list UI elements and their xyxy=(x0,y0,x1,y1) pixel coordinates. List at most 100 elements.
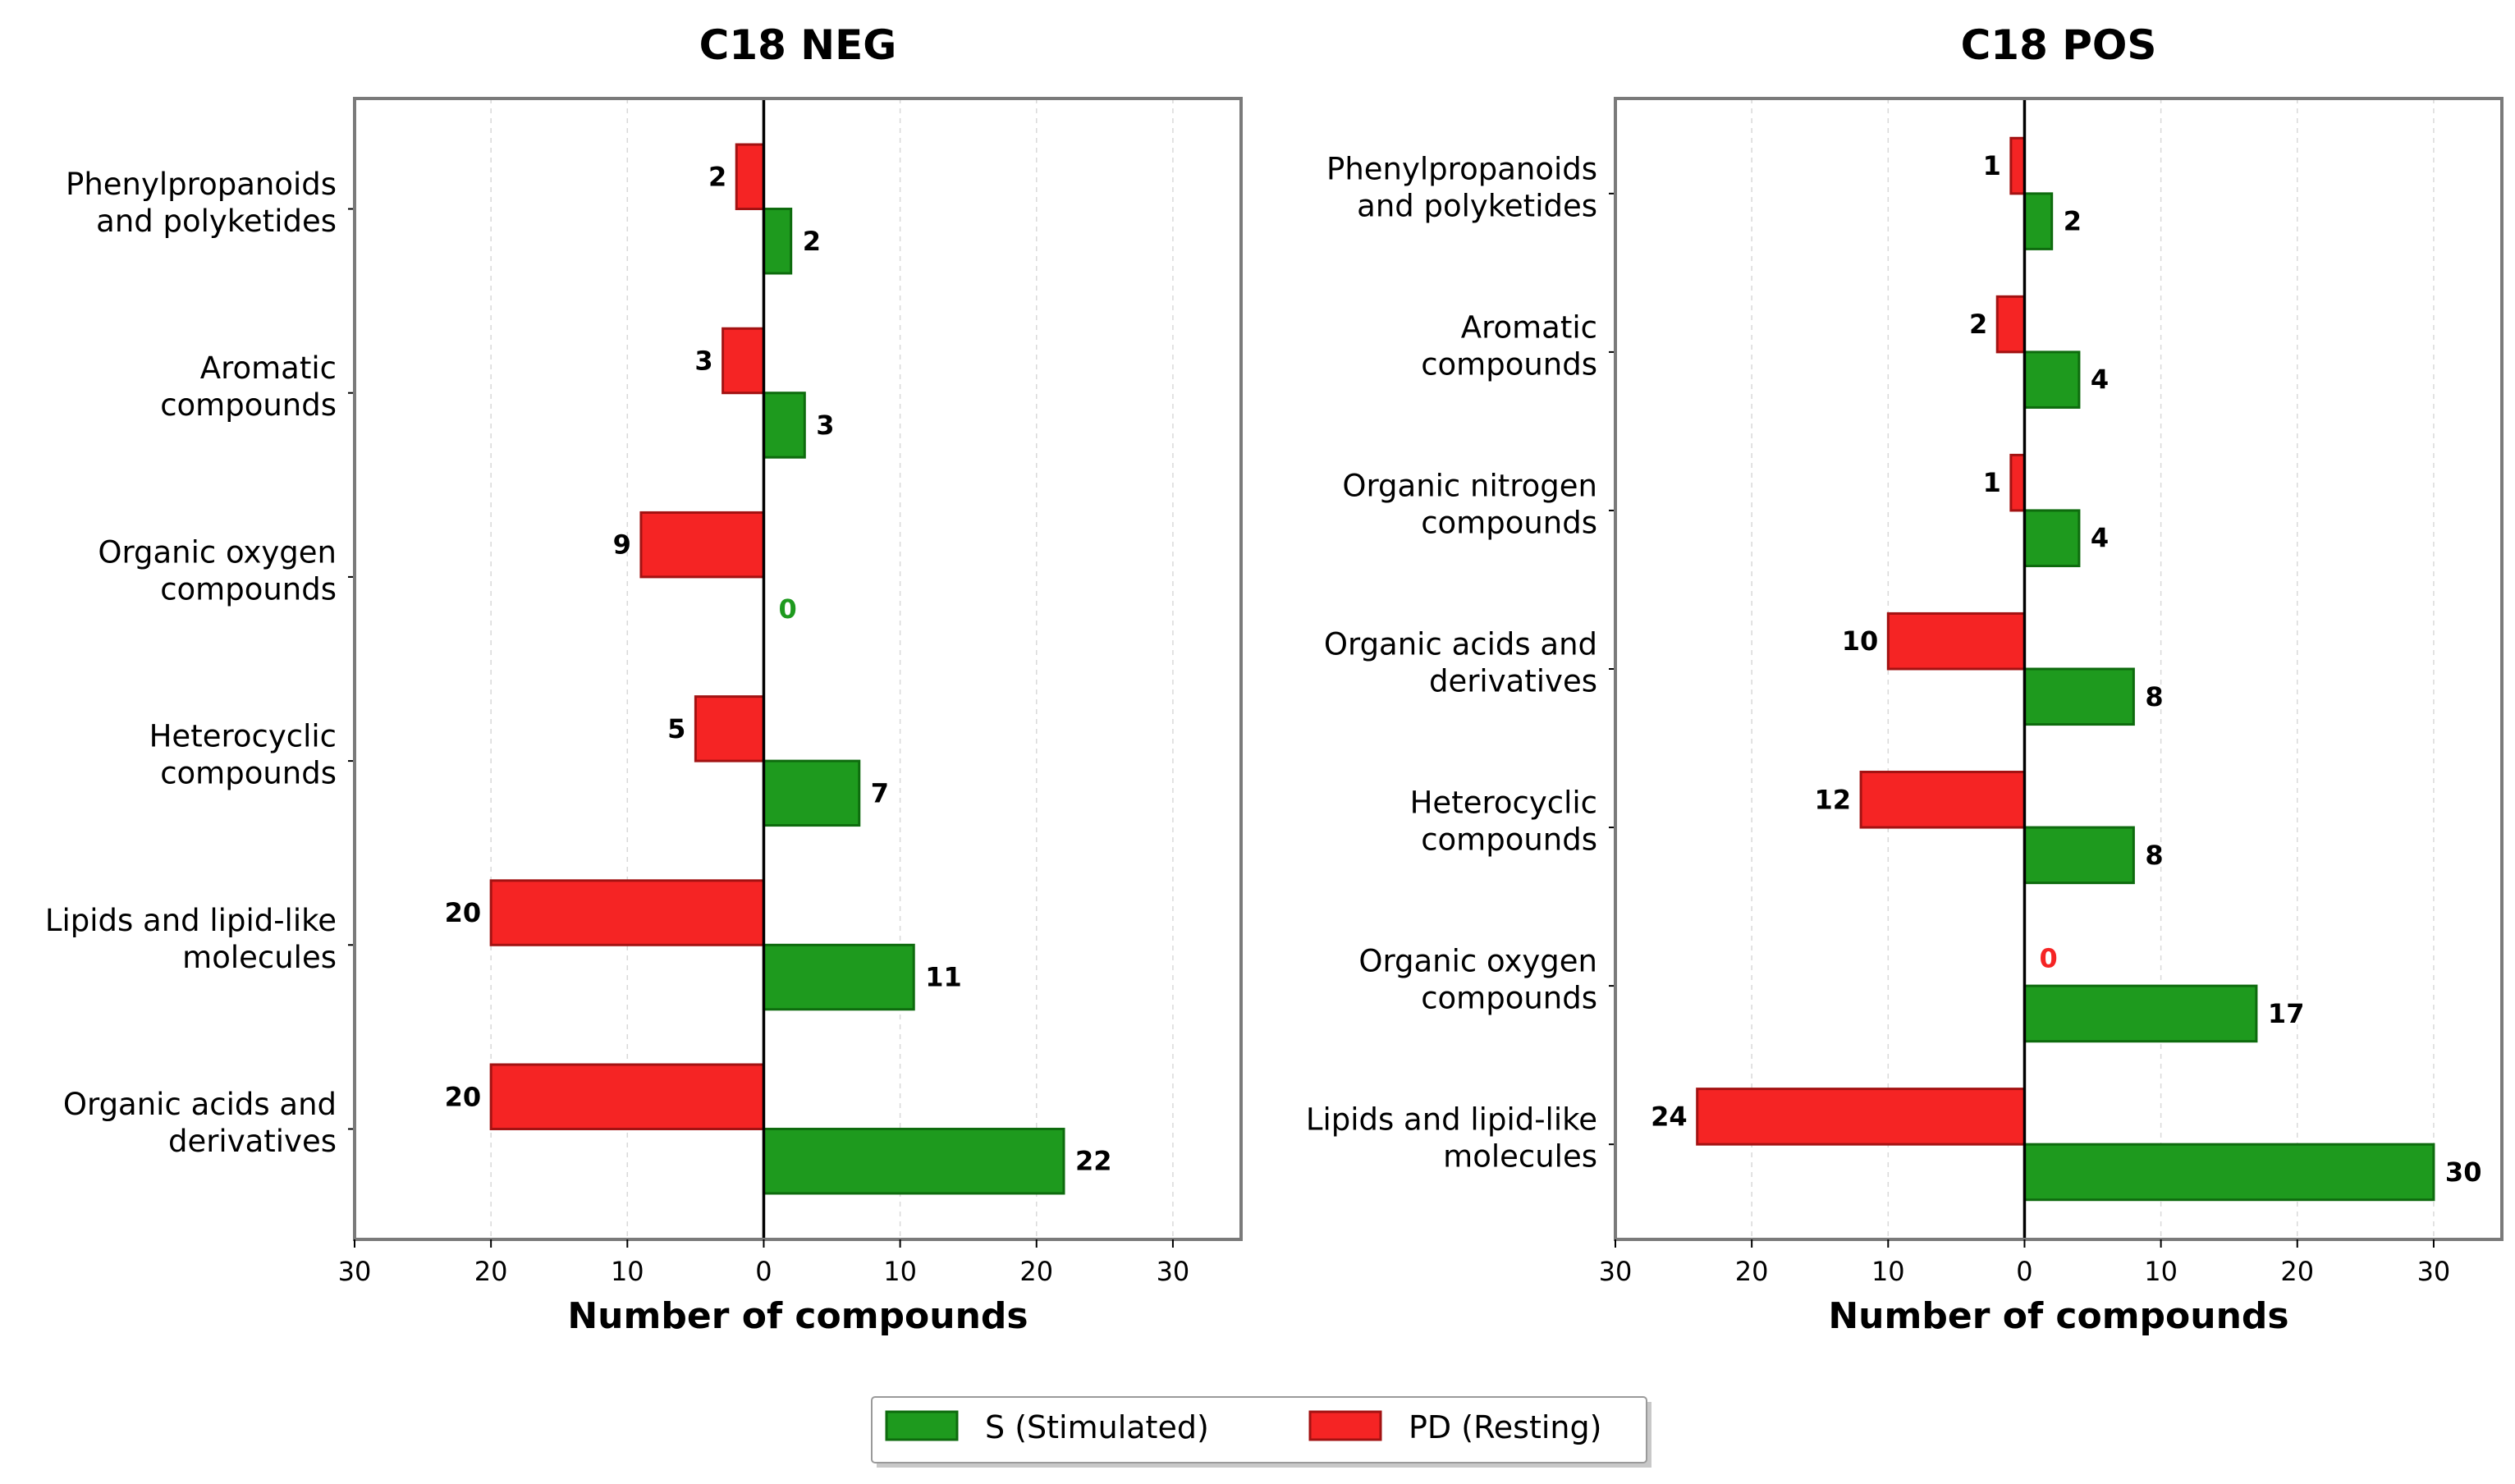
category-label: compounds xyxy=(1421,346,1597,382)
legend-label-pd: PD (Resting) xyxy=(1409,1409,1601,1445)
bar-s xyxy=(2023,192,2054,250)
bar-s xyxy=(762,392,806,459)
value-label-s: 8 xyxy=(2145,840,2163,871)
value-label-s: 2 xyxy=(803,226,821,257)
category-label: molecules xyxy=(1443,1139,1597,1175)
category-label: derivatives xyxy=(1429,664,1597,699)
value-label-s: 22 xyxy=(1075,1146,1112,1177)
category-label: and polyketides xyxy=(96,204,337,239)
legend-swatch-s xyxy=(885,1410,959,1441)
bar-pd xyxy=(1859,770,2026,829)
category-label: Organic nitrogen xyxy=(1342,468,1597,503)
value-label-pd: 10 xyxy=(1842,625,1879,657)
x-tick-label: 30 xyxy=(338,1256,372,1287)
legend: S (Stimulated) PD (Resting) xyxy=(871,1396,1651,1468)
legend-box xyxy=(871,1396,1647,1463)
value-label-pd: 1 xyxy=(1983,150,2001,181)
bar-pd xyxy=(722,327,765,395)
bar-pd xyxy=(1995,295,2026,354)
panel-title: C18 NEG xyxy=(699,21,897,69)
bar-s xyxy=(762,943,915,1011)
value-label-pd: 0 xyxy=(2039,942,2057,973)
value-label-s: 2 xyxy=(2064,206,2082,237)
value-label-pd: 24 xyxy=(1651,1101,1688,1132)
category-label: compounds xyxy=(1421,505,1597,540)
category-label: Heterocyclic xyxy=(1410,786,1597,821)
x-tick-label: 10 xyxy=(2144,1256,2178,1287)
bar-s xyxy=(2023,509,2081,568)
bar-pd xyxy=(489,879,765,946)
value-label-pd: 12 xyxy=(1815,784,1852,815)
value-label-s: 4 xyxy=(2091,364,2109,396)
bar-s xyxy=(2023,826,2135,885)
x-tick-label: 30 xyxy=(1599,1256,1633,1287)
value-label-pd: 2 xyxy=(708,161,726,192)
x-tick-label: 20 xyxy=(2280,1256,2314,1287)
category-label: derivatives xyxy=(168,1124,337,1159)
panel-title: C18 POS xyxy=(1961,21,2157,69)
value-label-pd: 1 xyxy=(1983,467,2001,498)
bar-s xyxy=(762,1127,1065,1195)
bar-pd xyxy=(1696,1088,2026,1146)
value-label-pd: 2 xyxy=(1969,309,1987,340)
category-label: Aromatic xyxy=(200,350,337,386)
value-label-s: 4 xyxy=(2091,523,2109,554)
category-label: Organic acids and xyxy=(63,1087,337,1122)
x-tick-label: 30 xyxy=(2417,1256,2451,1287)
value-label-s: 0 xyxy=(778,593,796,625)
x-tick-label: 0 xyxy=(2016,1256,2032,1287)
bar-s xyxy=(2023,350,2081,409)
legend-swatch-pd xyxy=(1308,1410,1382,1441)
value-label-s: 3 xyxy=(816,410,834,441)
value-label-pd: 20 xyxy=(445,897,482,928)
bar-s xyxy=(762,759,861,827)
category-label: Heterocyclic xyxy=(149,719,337,754)
bar-pd xyxy=(639,511,765,579)
category-label: and polyketides xyxy=(1357,188,1597,223)
value-label-pd: 5 xyxy=(667,713,685,744)
category-label: compounds xyxy=(160,756,337,791)
category-label: compounds xyxy=(160,571,337,607)
category-label: Organic oxygen xyxy=(98,534,337,570)
category-label: molecules xyxy=(182,940,337,975)
x-tick-label: 10 xyxy=(611,1256,644,1287)
category-label: compounds xyxy=(1421,981,1597,1016)
category-label: Lipids and lipid-like xyxy=(1306,1102,1597,1138)
value-label-s: 11 xyxy=(925,962,962,993)
category-label: Phenylpropanoids xyxy=(1326,151,1597,186)
bar-s xyxy=(762,208,793,275)
category-label: compounds xyxy=(160,387,337,423)
x-tick-label: 10 xyxy=(1871,1256,1905,1287)
category-label: Aromatic xyxy=(1461,309,1597,345)
value-label-s: 17 xyxy=(2268,998,2305,1029)
category-label: Organic oxygen xyxy=(1358,944,1597,979)
plot-frame xyxy=(353,97,1243,1241)
bar-s xyxy=(2023,667,2135,726)
x-tick-label: 20 xyxy=(474,1256,508,1287)
value-label-s: 7 xyxy=(871,777,889,808)
category-label: Organic acids and xyxy=(1324,627,1597,662)
category-label: compounds xyxy=(1421,822,1597,858)
bar-pd xyxy=(694,695,765,763)
value-label-pd: 20 xyxy=(445,1081,482,1112)
x-tick-label: 10 xyxy=(883,1256,917,1287)
value-label-pd: 3 xyxy=(694,345,712,376)
category-label: Phenylpropanoids xyxy=(66,167,337,202)
category-label: Lipids and lipid-like xyxy=(45,903,337,938)
x-axis-label: Number of compounds xyxy=(567,1295,1028,1337)
bar-s xyxy=(2023,1143,2435,1202)
bar-pd xyxy=(489,1063,765,1130)
x-tick-label: 20 xyxy=(1735,1256,1769,1287)
bar-pd xyxy=(735,143,765,211)
x-tick-label: 20 xyxy=(1019,1256,1053,1287)
value-label-pd: 9 xyxy=(613,529,631,561)
bar-s xyxy=(2023,984,2258,1043)
value-label-s: 30 xyxy=(2445,1157,2482,1188)
legend-label-s: S (Stimulated) xyxy=(985,1409,1209,1445)
bar-pd xyxy=(2009,136,2026,195)
x-tick-label: 0 xyxy=(755,1256,772,1287)
plot-frame xyxy=(1614,97,2504,1241)
